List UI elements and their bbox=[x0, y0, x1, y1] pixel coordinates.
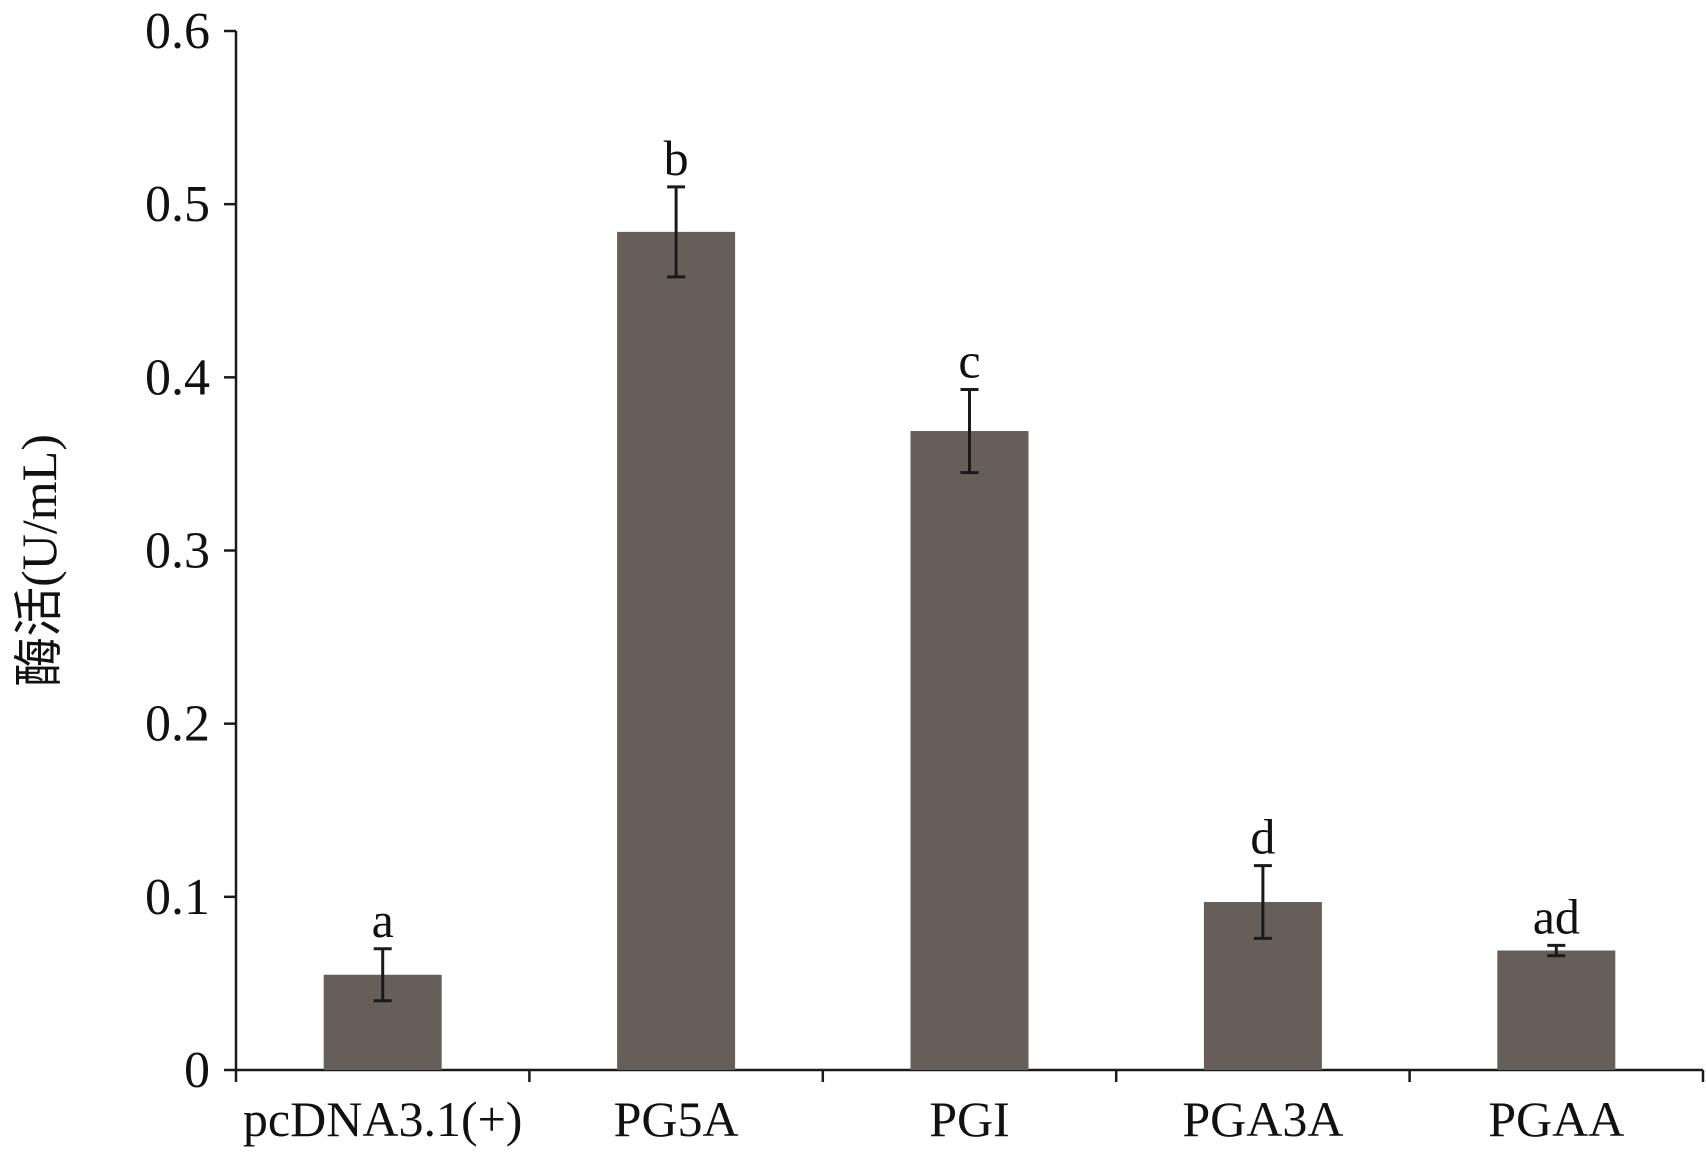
x-category-label: PG5A bbox=[614, 1091, 739, 1147]
y-tick-label: 0.5 bbox=[145, 176, 210, 233]
y-tick-label: 0.3 bbox=[145, 523, 210, 580]
y-axis-title-group: 酶活(U/mL) bbox=[11, 434, 67, 687]
x-category-label: PGAA bbox=[1488, 1091, 1624, 1147]
significance-label: ad bbox=[1533, 888, 1580, 944]
significance-label: c bbox=[958, 332, 980, 388]
x-category-label: pcDNA3.1(+) bbox=[243, 1091, 523, 1147]
significance-label: d bbox=[1250, 809, 1275, 865]
significance-label: a bbox=[372, 892, 394, 948]
bar bbox=[617, 231, 736, 1070]
y-tick-label: 0 bbox=[184, 1042, 210, 1099]
y-tick-label: 0.1 bbox=[145, 869, 210, 926]
y-tick-label: 0.6 bbox=[145, 3, 210, 60]
x-category-label: PGI bbox=[929, 1091, 1010, 1147]
labels: a pcDNA3.1(+) b PG5A c PGI d PGA3A ad PGAA bbox=[243, 130, 1624, 1147]
x-category-label: PGA3A bbox=[1182, 1091, 1343, 1147]
y-tick-label: 0.4 bbox=[145, 349, 210, 406]
significance-label: b bbox=[664, 130, 689, 186]
bars bbox=[323, 231, 1616, 1070]
axes: 0 0.1 0.2 0.3 0.4 0.5 0.6 bbox=[145, 3, 1705, 1099]
y-axis-title: 酶活(U/mL) bbox=[11, 434, 67, 687]
error-bars bbox=[373, 185, 1566, 1003]
bar bbox=[1497, 950, 1616, 1070]
bar bbox=[910, 431, 1029, 1070]
y-tick-label: 0.2 bbox=[145, 696, 210, 753]
